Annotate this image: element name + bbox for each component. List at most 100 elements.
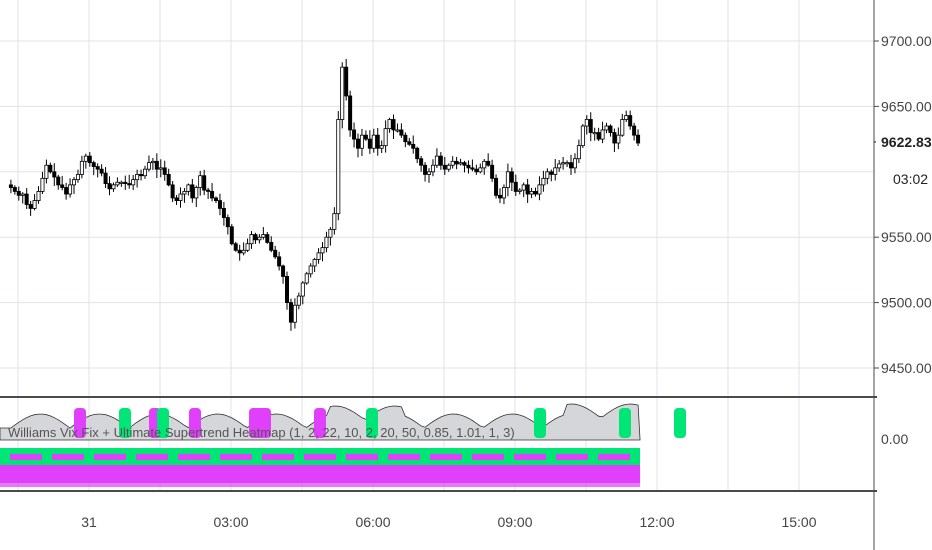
indicator-blob [119, 408, 131, 438]
candle [395, 123, 400, 133]
candle-body [572, 158, 577, 169]
candle-body [529, 191, 534, 195]
candle [525, 178, 530, 203]
candle [312, 257, 317, 272]
candle [363, 130, 368, 142]
candle-body [72, 179, 77, 186]
candle-body [277, 256, 282, 267]
indicator-blob [619, 408, 631, 438]
candle [233, 241, 238, 252]
candle [545, 168, 550, 185]
time-tick-label: 31 [81, 514, 97, 530]
candle [328, 227, 333, 246]
heatmap-cell [630, 454, 640, 460]
candle-body [367, 138, 372, 149]
candle [8, 179, 13, 194]
candle [300, 281, 305, 305]
candle [608, 124, 613, 137]
candle [588, 112, 593, 142]
candle-body [517, 189, 522, 192]
last-price-marker: 9622.83 03:02 [876, 131, 932, 187]
candle-body [545, 171, 550, 179]
time-tick-label: 15:00 [781, 514, 816, 530]
candle-body [162, 167, 167, 175]
price-axis[interactable]: 9700.00 9650.00 9550.00 9500.00 9450.00 [874, 33, 932, 376]
candle [604, 122, 609, 134]
candle [474, 164, 479, 175]
time-tick-label: 03:00 [213, 514, 248, 530]
candle-body [83, 155, 88, 162]
candle [202, 169, 207, 196]
candle [95, 163, 100, 178]
candle [225, 214, 230, 235]
heatmap-row [0, 460, 641, 465]
indicator-zero-label: 0.00 [881, 431, 908, 447]
candle-body [36, 191, 41, 201]
candle [490, 159, 495, 182]
candle-body [75, 174, 80, 181]
candle-body [478, 167, 483, 173]
candle [28, 200, 33, 216]
candle-body [352, 129, 357, 140]
candle [214, 196, 219, 204]
candle-body [569, 162, 574, 169]
candle [245, 238, 250, 252]
candle-body [20, 193, 25, 196]
candle [442, 156, 447, 175]
candle-body [91, 162, 96, 167]
candle-body [123, 181, 128, 184]
candle-body [68, 184, 73, 195]
candle-body [48, 164, 53, 173]
heatmap-cell [42, 454, 52, 460]
heatmap-cell [98, 454, 108, 460]
last-price-label: 9622.83 [881, 134, 932, 150]
candle [419, 155, 424, 172]
candle [501, 184, 506, 205]
bar-countdown-label: 03:02 [893, 171, 928, 187]
candle-body [241, 249, 246, 254]
candle [430, 159, 435, 177]
candle [434, 148, 439, 168]
candle [529, 187, 534, 199]
candle [482, 159, 487, 175]
candle [513, 174, 518, 196]
candle-body [430, 164, 435, 173]
candle-body [588, 119, 593, 133]
heatmap-cell [490, 454, 500, 460]
candle-body [261, 234, 266, 238]
candle [36, 186, 41, 204]
time-axis[interactable]: 31 03:00 06:00 09:00 12:00 15:00 [81, 514, 817, 530]
candle-body [624, 115, 629, 120]
candle-body [608, 125, 613, 133]
candle [249, 231, 254, 249]
heatmap-cell [126, 454, 136, 460]
candle [576, 139, 581, 164]
heatmap-row [0, 465, 641, 471]
candle [40, 171, 45, 194]
candle-body [119, 181, 124, 184]
candle-body [454, 160, 459, 165]
heatmap-cell [252, 454, 262, 460]
candle [123, 175, 128, 190]
candle [557, 160, 562, 172]
candle [91, 160, 96, 176]
candle-body [60, 184, 65, 188]
candle-body [16, 191, 21, 196]
candle-body [64, 187, 69, 195]
candle [359, 128, 364, 157]
candle [135, 169, 140, 188]
indicator-title[interactable]: Williams Vix Fix + Ultimate Supertrend H… [8, 425, 515, 440]
candle [415, 146, 420, 164]
candle [99, 164, 104, 177]
candle-body [632, 125, 637, 136]
candle [265, 231, 270, 244]
candle-body [336, 119, 341, 215]
candle [470, 159, 475, 172]
candle [580, 124, 585, 149]
candle [154, 153, 159, 179]
candle-body [482, 160, 487, 169]
candle [498, 188, 503, 204]
candle-body [225, 217, 230, 228]
candle-body [229, 226, 234, 245]
